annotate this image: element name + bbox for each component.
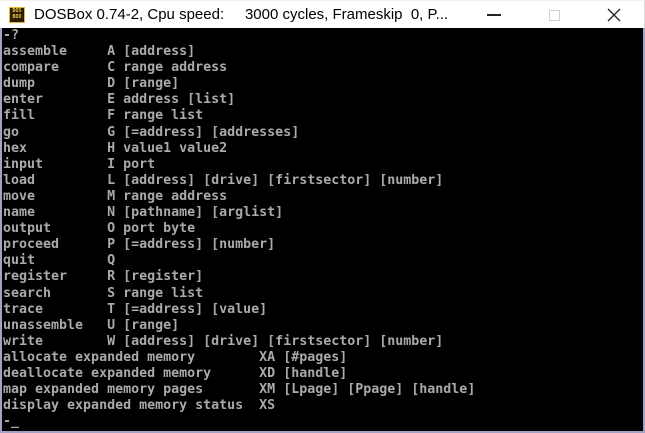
terminal-line: quit Q [3,253,116,269]
terminal-line: -? [3,28,20,43]
dosbox-icon-text-bottom: BOX [12,13,22,20]
terminal-line: hex H value1 value2 [3,140,228,156]
close-button[interactable] [584,1,644,29]
terminal-line: write W [address] [drive] [firstsector] … [3,333,444,349]
terminal-line: display expanded memory status XS [3,398,276,414]
terminal-line: register R [register] [3,269,204,285]
terminal-line: allocate expanded memory XA [#pages] [3,349,348,365]
terminal-line: unassemble U [range] [3,317,180,333]
prompt-dash: - [3,414,12,430]
terminal-line: go G [=address] [addresses] [3,124,300,140]
terminal-line: load L [address] [drive] [firstsector] [… [3,172,444,188]
terminal-line: input I port [3,156,156,172]
minimize-button[interactable] [464,1,524,29]
debug-help-output: -? assemble A [address] compare C range ad… [3,28,643,414]
terminal-line: search S range list [3,285,204,301]
debug-prompt-line: -_ [3,414,643,430]
terminal-line: map expanded memory pages XM [Lpage] [Pp… [3,382,476,398]
minimize-dash-icon [487,14,501,16]
terminal-line: compare C range address [3,60,228,76]
close-x-icon [607,8,621,22]
maximize-button[interactable] [524,1,584,29]
terminal-line: deallocate expanded memory XD [handle] [3,365,348,381]
terminal-line: assemble A [address] [3,44,196,60]
window-title: DOSBox 0.74-2, Cpu speed: 3000 cycles, F… [34,6,449,23]
window-controls [464,1,644,29]
terminal-line: proceed P [=address] [number] [3,237,276,253]
terminal-line: fill F range list [3,108,204,124]
maximize-square-icon [548,9,560,21]
terminal-line: output O port byte [3,221,196,237]
terminal-line: enter E address [list] [3,92,236,108]
terminal-screen[interactable]: -? assemble A [address] compare C range ad… [0,28,645,433]
terminal-line: dump D [range] [3,76,180,92]
titlebar[interactable]: DOS BOX DOSBox 0.74-2, Cpu speed: 3000 c… [0,0,645,28]
text-cursor: _ [11,414,20,430]
terminal-line: move M range address [3,188,228,204]
terminal-line: name N [pathname] [arglist] [3,205,284,221]
dosbox-logo-icon[interactable]: DOS BOX [9,6,25,23]
terminal-line: trace T [=address] [value] [3,301,268,317]
dosbox-icon-text-top: DOS [12,8,22,14]
